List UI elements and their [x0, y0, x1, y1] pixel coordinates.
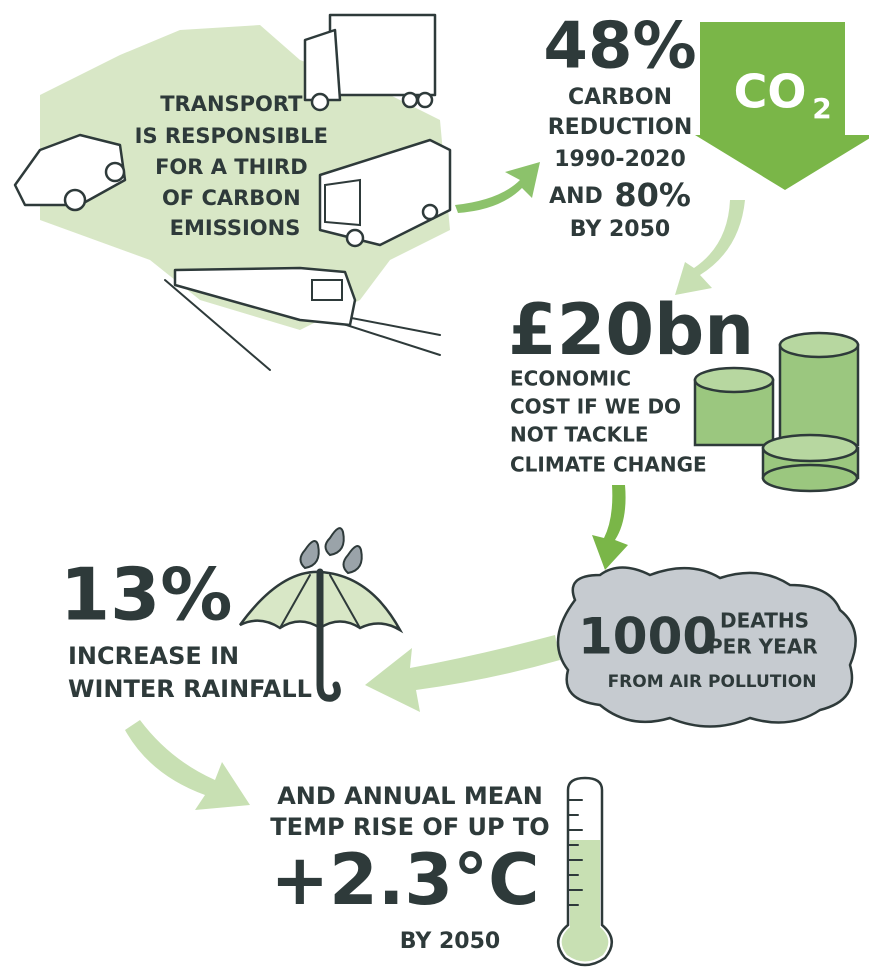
thermometer-icon [557, 776, 613, 967]
arrow [125, 720, 250, 810]
text-line: CLIMATE CHANGE [510, 453, 707, 477]
headline: 48% [543, 10, 696, 84]
raindrops [299, 527, 363, 575]
train-icon [164, 266, 441, 371]
arrow [365, 635, 560, 712]
text-line: EMISSIONS [170, 216, 301, 240]
text-line: INCREASE IN [68, 642, 239, 670]
transport-text: TRANSPORT IS RESPONSIBLE FOR A THIRD OF … [135, 92, 336, 240]
text-line: CARBON [568, 85, 672, 110]
text-part: 80% [614, 176, 691, 214]
text-line: DEATHS [720, 609, 809, 633]
arrow [675, 200, 745, 295]
text-line: TEMP RISE OF UP TO [270, 813, 549, 841]
text-line: PER YEAR [708, 635, 818, 659]
coins-icon [693, 331, 860, 493]
arrow [592, 485, 628, 570]
transport-blob [40, 25, 450, 330]
text-line: FROM AIR POLLUTION [608, 672, 817, 692]
text-line: AND ANNUAL MEAN [277, 782, 543, 810]
text-line: COST IF WE DO [510, 395, 681, 419]
headline: 1000 [578, 608, 717, 666]
co2-label: CO [734, 65, 807, 119]
headline: £20bn [508, 289, 754, 371]
text-line: 1990-2020 [554, 147, 686, 172]
cloud [556, 566, 857, 728]
text-part: AND [549, 184, 603, 209]
co2-arrow [695, 22, 869, 190]
text-line: TRANSPORT [160, 92, 303, 116]
co2-subscript: 2 [812, 92, 831, 125]
truck-icon [303, 13, 437, 112]
text-line: WINTER RAINFALL [68, 675, 312, 703]
bus-icon [318, 138, 452, 248]
text-line: BY 2050 [400, 929, 500, 954]
text-line: AND 80% [549, 176, 691, 214]
car-icon [13, 133, 127, 212]
text-line: IS RESPONSIBLE [135, 124, 328, 148]
text-line: BY 2050 [570, 217, 670, 242]
headline: +2.3°C [270, 839, 539, 921]
text-line: REDUCTION [548, 115, 693, 140]
text-line: OF CARBON [162, 186, 301, 210]
headline: 13% [60, 553, 232, 637]
text-line: ECONOMIC [510, 367, 631, 391]
umbrella-icon [238, 568, 404, 702]
arrow [455, 162, 540, 213]
text-line: FOR A THIRD [155, 155, 308, 179]
text-line: NOT TACKLE [510, 423, 649, 447]
